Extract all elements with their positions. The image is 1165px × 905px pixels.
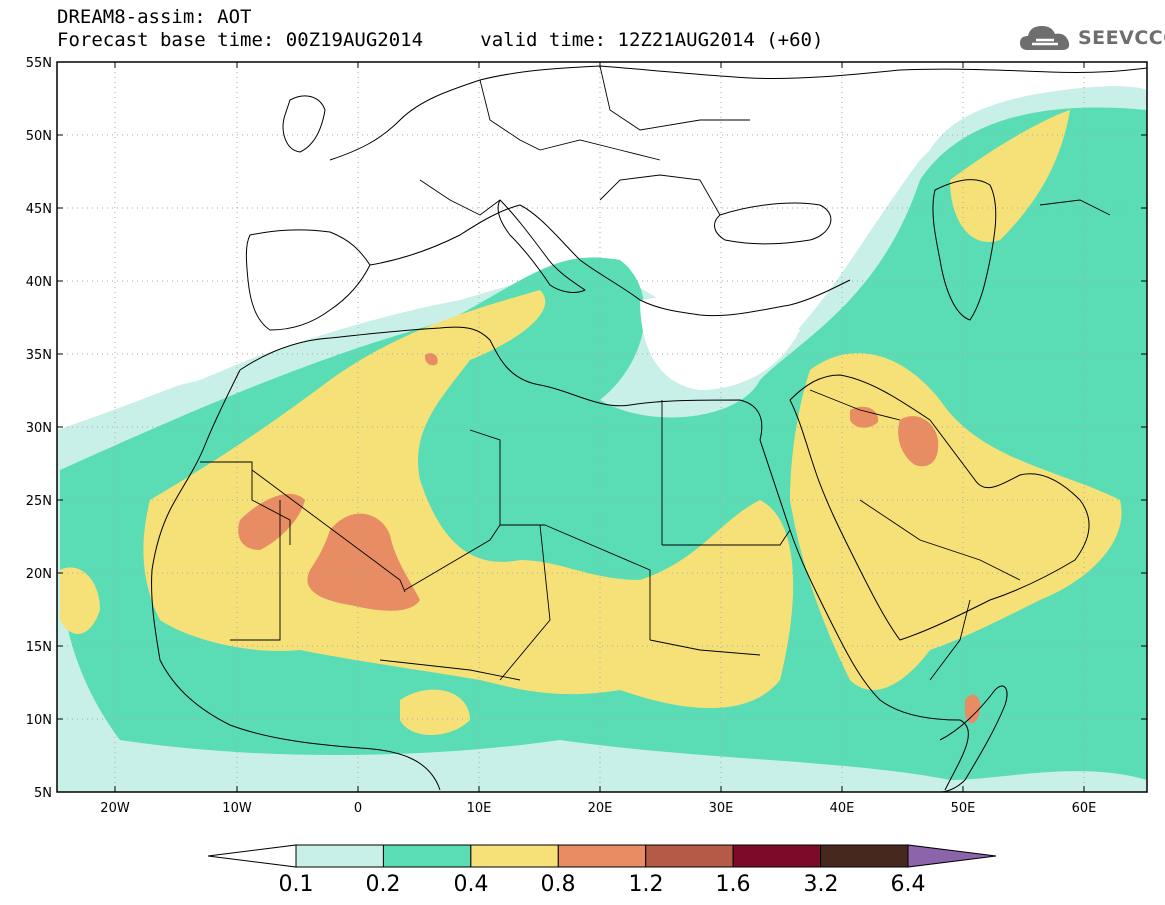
colorbar-label: 3.2 (804, 872, 839, 897)
colorbar-labels: 0.1 0.2 0.4 0.8 1.2 1.6 3.2 6.4 (279, 872, 926, 897)
y-tick-label: 20N (26, 567, 52, 582)
y-tick-label: 40N (26, 275, 52, 290)
aot-band-0.4-north (950, 110, 1070, 242)
coast-arabia (789, 374, 1090, 641)
seevccc-logo: SEEVCCC (1018, 20, 1165, 56)
cloud-icon (1020, 26, 1070, 50)
colorbar-swatch (470, 844, 559, 868)
x-tick-label: 60E (1072, 801, 1097, 816)
colorbar-boxes (295, 844, 909, 868)
colorbar-label: 0.4 (454, 872, 489, 897)
coast-med-north (369, 204, 851, 317)
aot-band-0.8-d (898, 416, 939, 467)
aot-shading (57, 62, 1147, 792)
aot-band-0.8-e (424, 353, 438, 366)
coast-caspian (932, 179, 997, 321)
colorbar-label: 0.1 (279, 872, 314, 897)
y-tick-label: 45N (26, 202, 52, 217)
colorbar-label: 1.6 (716, 872, 751, 897)
aot-band-0.8-c (850, 406, 879, 428)
x-tick-label: 10W (222, 801, 252, 816)
y-tick-label: 30N (26, 421, 52, 436)
y-tick-label: 55N (26, 56, 52, 71)
x-tick-label: 10E (467, 801, 492, 816)
x-tick-label: 20E (588, 801, 613, 816)
y-tick-label: 25N (26, 494, 52, 509)
x-tick-label: 50E (951, 801, 976, 816)
coast-iberia (245, 229, 371, 331)
colorbar-swatch (295, 844, 384, 868)
colorbar-label: 0.2 (366, 872, 401, 897)
colorbar-label: 0.8 (541, 872, 576, 897)
colorbar-label: 1.2 (629, 872, 664, 897)
colorbar-swatch (645, 844, 734, 868)
axis-ticks (57, 61, 1147, 793)
borders (200, 65, 1111, 681)
y-tick-label: 15N (26, 640, 52, 655)
y-axis-labels: 55N 50N 45N 40N 35N 30N 25N 20N 15N 10N … (26, 56, 52, 801)
coastlines (151, 65, 1148, 793)
coast-italy (497, 199, 586, 293)
coast-africa-north (239, 326, 763, 441)
coast-black-sea (714, 202, 832, 245)
y-tick-label: 10N (26, 713, 52, 728)
x-tick-label: 40E (830, 801, 855, 816)
coast-africa-west (151, 369, 441, 791)
colorbar-swatch (382, 844, 472, 868)
x-tick-label: 0 (354, 801, 362, 816)
colorbar-under-triangle (207, 844, 297, 868)
coast-europe-north (329, 65, 1148, 161)
coast-britain (282, 95, 326, 153)
colorbar-swatch (557, 844, 647, 868)
graticule (57, 62, 1147, 792)
y-tick-label: 35N (26, 348, 52, 363)
aot-band-0.4-east (790, 353, 1122, 690)
aot-band-0.4-sahel (400, 689, 470, 735)
colorbar-swatch (732, 844, 822, 868)
aot-clear-europe (57, 62, 1147, 420)
aot-band-0.8-a (238, 493, 305, 550)
product-title: DREAM8-assim: AOT (57, 6, 252, 28)
aot-band-0.4-west (143, 290, 794, 709)
aot-band-0.8-b (307, 513, 420, 611)
x-axis-labels: 20W 10W 0 10E 20E 30E 40E 50E 60E (100, 801, 1096, 816)
x-tick-label: 20W (100, 801, 130, 816)
y-tick-label: 50N (26, 129, 52, 144)
y-tick-label: 5N (34, 786, 52, 801)
x-tick-label: 30E (709, 801, 734, 816)
colorbar-swatch (820, 844, 909, 868)
aot-band-0.8-f (965, 694, 981, 724)
logo-text: SEEVCCC (1078, 27, 1165, 49)
colorbar-over-triangle (907, 844, 997, 868)
colorbar: 0.1 0.2 0.4 0.8 1.2 1.6 3.2 6.4 (207, 844, 997, 897)
valid-time: valid time: 12Z21AUG2014 (+60) (480, 29, 824, 51)
aot-band-0.4-wcoast (60, 567, 100, 634)
coast-somalia (939, 685, 1008, 793)
colorbar-label: 6.4 (891, 872, 926, 897)
title-block: DREAM8-assim: AOT Forecast base time: 00… (57, 6, 823, 52)
base-time: Forecast base time: 00Z19AUG2014 (57, 29, 424, 51)
aot-clear-med (640, 296, 800, 390)
